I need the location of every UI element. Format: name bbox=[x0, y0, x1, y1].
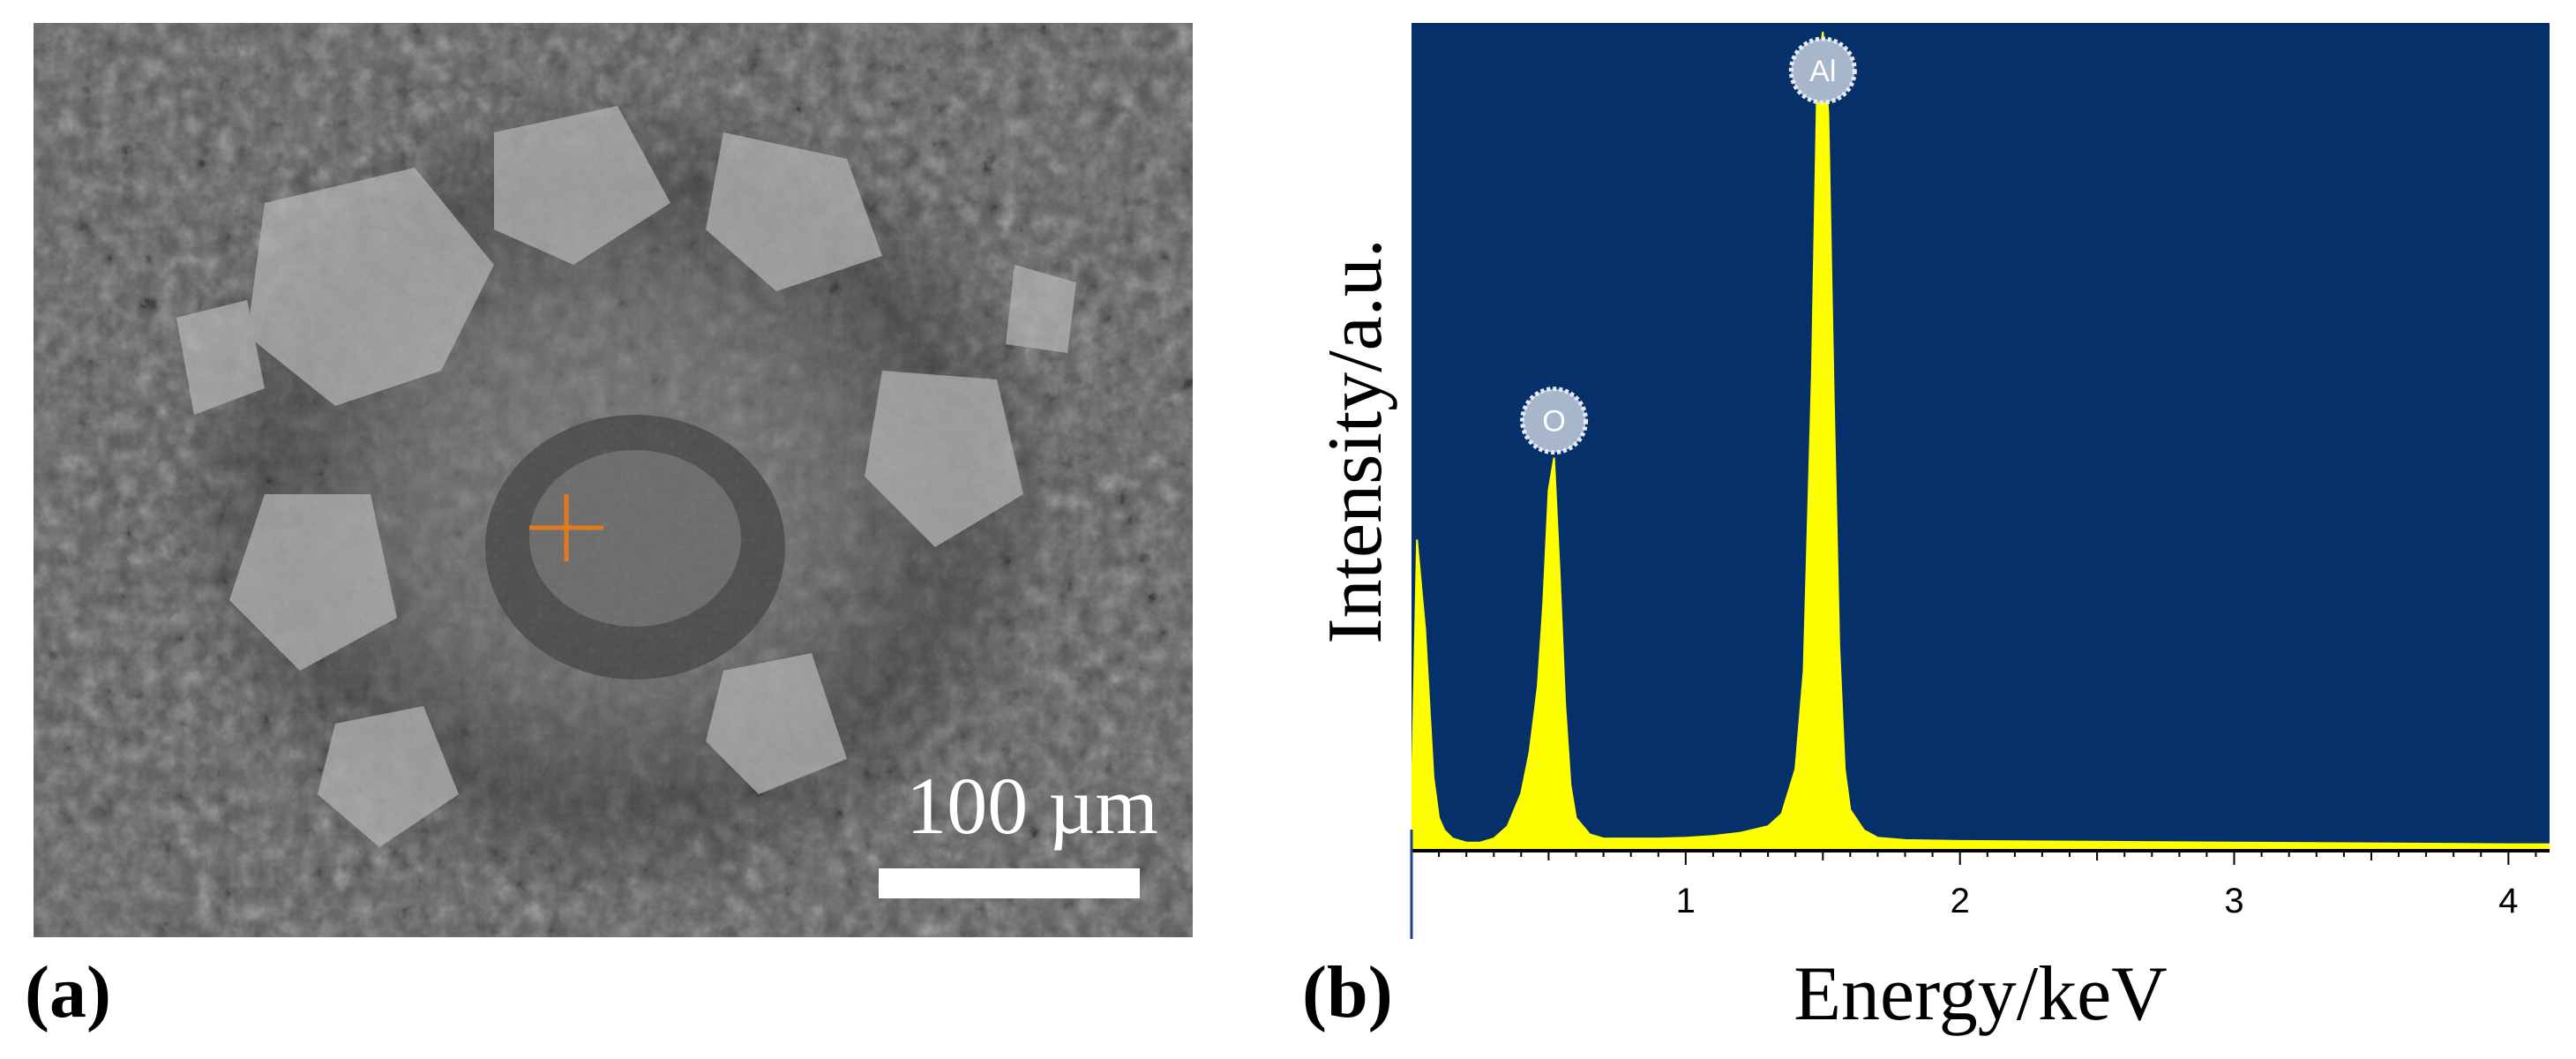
scale-bar bbox=[879, 868, 1140, 898]
peak-label-o: O bbox=[1520, 387, 1589, 455]
spectrum-series-0 bbox=[1412, 31, 2550, 851]
circle-badge-icon bbox=[1520, 387, 1589, 455]
peak-annotations: O Al bbox=[1520, 36, 1857, 455]
x-tick-label: 1 bbox=[1676, 882, 1696, 920]
plot-area bbox=[1412, 23, 2550, 851]
sem-micrograph-panel: 100 µm (a) bbox=[25, 23, 1193, 1033]
x-axis-title: Energy/keV bbox=[1793, 951, 2168, 1037]
sem-fine-texture bbox=[34, 23, 1193, 937]
eds-spectrum-panel: 1 2 3 4 O Al Energy/keV Intensity/a.u. (b) bbox=[1302, 23, 2550, 1037]
x-tick-label: 3 bbox=[2224, 882, 2243, 920]
peak-label-text: O bbox=[1542, 405, 1565, 439]
panel-label-b: (b) bbox=[1302, 951, 1393, 1033]
peak-label-text: Al bbox=[1809, 55, 1836, 88]
circle-badge-icon bbox=[1788, 36, 1857, 105]
series-layer bbox=[1412, 31, 2550, 851]
panel-label-a: (a) bbox=[25, 951, 111, 1033]
x-tick-label: 4 bbox=[2498, 882, 2518, 920]
x-tick-label: 2 bbox=[1951, 882, 1970, 920]
crosshair-icon bbox=[529, 494, 603, 561]
peak-label-al: Al bbox=[1788, 36, 1857, 105]
sem-image bbox=[34, 23, 1193, 937]
y-axis-title: Intensity/a.u. bbox=[1313, 238, 1398, 643]
x-axis-ticks: 1 2 3 4 bbox=[1438, 851, 2537, 920]
scale-bar-label: 100 µm bbox=[906, 761, 1158, 851]
